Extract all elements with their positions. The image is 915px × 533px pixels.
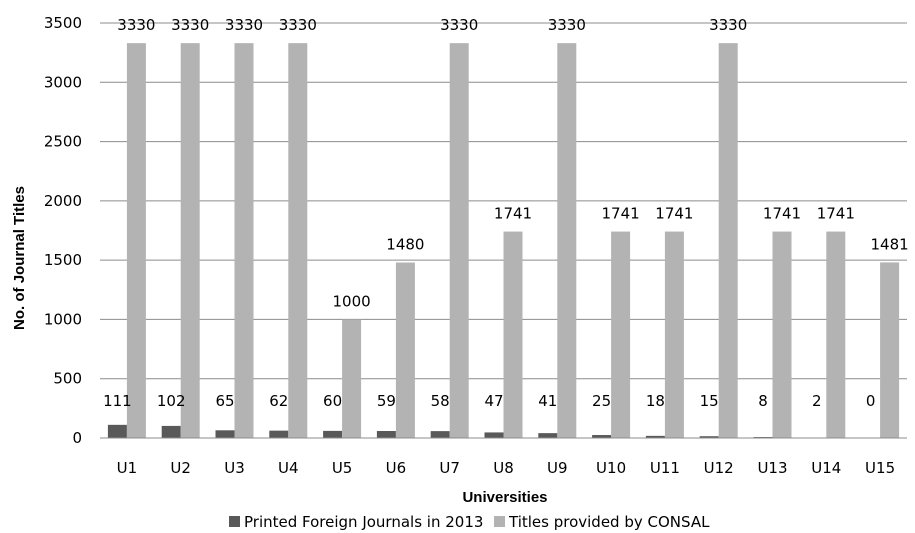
data-label-consal-u11: 1741 (655, 205, 693, 223)
data-label-consal-u12: 3330 (709, 16, 747, 34)
bar-printed-u10 (592, 435, 612, 438)
data-label-printed-u10: 25 (592, 392, 611, 410)
bar-consal-u6 (395, 262, 415, 438)
data-label-consal-u5: 1000 (333, 292, 371, 310)
bar-consal-u15 (880, 262, 900, 438)
x-axis-title: Universities (462, 489, 547, 506)
data-labels: 111 3330 102 3330 65 3330 62 3330 60 1000 59 1480 58… (103, 16, 909, 410)
y-tick-label: 3000 (44, 73, 82, 91)
data-label-consal-u4: 3330 (279, 16, 317, 34)
bar-printed-u11 (645, 435, 665, 438)
data-label-printed-u14: 2 (812, 392, 822, 410)
legend-swatch-consal (494, 516, 505, 527)
data-label-consal-u10: 1741 (602, 205, 640, 223)
data-label-consal-u8: 1741 (494, 205, 532, 223)
x-tick-label-u2: U2 (170, 459, 191, 477)
y-tick-label: 0 (72, 429, 82, 447)
x-tick-label-u12: U12 (704, 459, 734, 477)
bar-printed-u2 (161, 425, 181, 438)
bar-consal-u5 (342, 319, 362, 438)
y-tick-label: 2500 (44, 133, 82, 151)
bar-consal-u11 (664, 231, 684, 438)
y-tick-label: 3500 (44, 14, 82, 32)
bar-consal-u7 (449, 43, 469, 439)
bar-printed-u3 (215, 430, 235, 438)
x-tick-label-u15: U15 (865, 459, 895, 477)
legend-label-consal: Titles provided by CONSAL (508, 513, 710, 531)
legend-swatch-printed (229, 516, 240, 527)
data-label-consal-u2: 3330 (171, 16, 209, 34)
bar-consal-u9 (557, 43, 577, 439)
data-label-printed-u8: 47 (484, 392, 503, 410)
data-label-printed-u1: 111 (103, 392, 132, 410)
x-tick-label-u1: U1 (117, 459, 138, 477)
bar-printed-u12 (699, 436, 719, 438)
x-tick-label-u14: U14 (811, 459, 841, 477)
bar-printed-u1 (107, 424, 127, 438)
bar-consal-u14 (826, 231, 846, 438)
x-tick-label-u5: U5 (332, 459, 353, 477)
data-label-consal-u14: 1741 (817, 205, 855, 223)
x-tick-label-u9: U9 (547, 459, 568, 477)
bar-consal-u13 (772, 231, 792, 438)
x-tick-label-u13: U13 (757, 459, 787, 477)
legend-label-printed: Printed Foreign Journals in 2013 (244, 513, 483, 531)
y-tick-label: 1500 (44, 251, 82, 269)
x-tick-label-u11: U11 (650, 459, 680, 477)
x-tick-label-u10: U10 (596, 459, 626, 477)
data-label-printed-u4: 62 (269, 392, 288, 410)
y-tick-label: 500 (53, 370, 82, 388)
data-label-printed-u2: 102 (157, 392, 186, 410)
bar-printed-u6 (376, 431, 396, 438)
data-label-consal-u13: 1741 (763, 205, 801, 223)
x-axis-tick-labels: U1 U2 U3 U4 U5 U6 U7 U8 U9 U10 U11 U12 U13 U14 U15 (117, 459, 896, 477)
data-label-printed-u3: 65 (215, 392, 234, 410)
x-tick-label-u7: U7 (439, 459, 460, 477)
y-axis-title: No. of Journal Titles (11, 186, 28, 330)
bar-consal-u3 (234, 43, 254, 439)
bar-consal-u2 (180, 43, 200, 439)
data-label-consal-u7: 3330 (440, 16, 478, 34)
y-axis-tick-labels: 0 500 1000 1500 2000 2500 3000 3500 (44, 14, 82, 447)
data-label-printed-u11: 18 (646, 392, 665, 410)
bar-consal-u12 (718, 43, 738, 439)
bar-consal-u1 (126, 43, 146, 439)
data-label-consal-u1: 3330 (117, 16, 155, 34)
bar-printed-u9 (538, 433, 558, 438)
bar-consal-u10 (611, 231, 631, 438)
bar-printed-u5 (323, 430, 343, 438)
data-label-consal-u6: 1480 (386, 236, 424, 254)
bars (107, 43, 900, 439)
y-tick-label: 1000 (44, 310, 82, 328)
bar-printed-u7 (430, 431, 450, 438)
data-label-printed-u5: 60 (323, 392, 342, 410)
data-label-printed-u15: 0 (866, 392, 876, 410)
y-tick-label: 2000 (44, 192, 82, 210)
x-tick-label-u4: U4 (278, 459, 299, 477)
data-label-consal-u9: 3330 (548, 16, 586, 34)
data-label-consal-u15: 1481 (871, 235, 909, 253)
data-label-printed-u13: 8 (758, 392, 768, 410)
bar-printed-u4 (269, 430, 289, 438)
data-label-printed-u9: 41 (538, 392, 557, 410)
x-tick-label-u6: U6 (386, 459, 407, 477)
data-label-printed-u12: 15 (700, 392, 719, 410)
x-tick-label-u3: U3 (224, 459, 245, 477)
legend: Printed Foreign Journals in 2013 Titles … (229, 513, 710, 531)
data-label-consal-u3: 3330 (225, 16, 263, 34)
data-label-printed-u6: 59 (377, 392, 396, 410)
bar-consal-u4 (288, 43, 308, 439)
data-label-printed-u7: 58 (431, 392, 450, 410)
bar-consal-u8 (503, 231, 523, 438)
bar-printed-u8 (484, 432, 504, 438)
x-tick-label-u8: U8 (493, 459, 514, 477)
